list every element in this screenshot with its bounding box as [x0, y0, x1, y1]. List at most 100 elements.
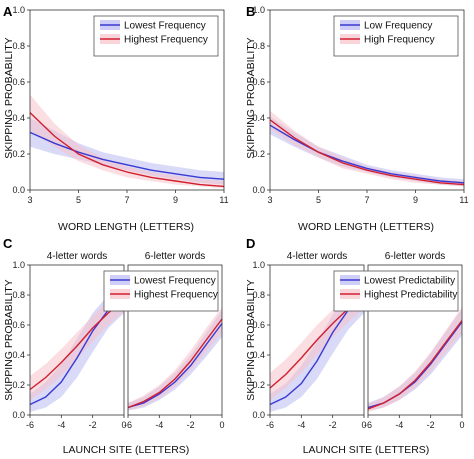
- legend-entry: Highest Frequency: [134, 290, 218, 301]
- facet-strip-label: 6-letter words: [145, 251, 206, 262]
- x-tick-label: 9: [413, 195, 418, 205]
- plot-frame: [269, 264, 365, 416]
- confidence-band-red: [270, 110, 464, 187]
- x-tick-label: -6: [364, 420, 372, 430]
- confidence-band-red: [30, 289, 124, 400]
- x-tick-label: 0: [219, 420, 224, 430]
- series-line-red: [29, 112, 225, 188]
- confidence-band-blue: [368, 308, 462, 411]
- y-tick-label: 0.4: [12, 113, 25, 123]
- panel-b: B 3 5 7 9 11 0.0 0.2 0.4 0.6 0.8 1.0 Low Frequency Hi…: [245, 4, 469, 233]
- x-axis-title: LAUNCH SITE (LETTERS): [63, 444, 190, 456]
- x-tick-label: 11: [459, 195, 468, 205]
- legend-entry: Low Frequency: [364, 21, 432, 32]
- x-tick-label: -4: [57, 420, 65, 430]
- confidence-band-red: [270, 284, 364, 400]
- plot-frame: [127, 264, 223, 416]
- x-tick-label: -4: [155, 420, 163, 430]
- y-tick-label: 0.2: [252, 149, 265, 159]
- series-line-red: [127, 318, 223, 409]
- panel-letter: C: [3, 236, 13, 251]
- y-axis-title: SKIPPING PROBABILITY: [245, 279, 257, 400]
- x-tick-label: 3: [27, 195, 32, 205]
- x-tick-label: -6: [266, 420, 274, 430]
- x-tick-label: 0: [459, 420, 464, 430]
- y-axis-title: SKIPPING PROBABILITY: [245, 37, 257, 158]
- confidence-band-red: [128, 307, 222, 411]
- x-tick-label: 5: [316, 195, 321, 205]
- series-line-red: [29, 298, 125, 391]
- confidence-band-blue: [128, 310, 222, 411]
- x-tick-label: 5: [76, 195, 81, 205]
- y-tick-label: 0.6: [12, 320, 25, 330]
- x-tick-label: -2: [329, 420, 337, 430]
- x-axis-title: WORD LENGTH (LETTERS): [58, 221, 194, 233]
- confidence-band-blue: [270, 116, 464, 187]
- y-tick-label: 0.8: [12, 290, 25, 300]
- series-line-blue: [127, 323, 223, 409]
- facet-strip-label: 6-letter words: [385, 251, 446, 262]
- x-tick-label: -2: [427, 420, 435, 430]
- y-tick-label: 0.4: [252, 113, 265, 123]
- plot-frame: [29, 264, 125, 416]
- y-tick-label: 0.2: [12, 149, 25, 159]
- y-tick-label: 0.0: [252, 410, 265, 420]
- y-tick-label: 0.8: [252, 41, 265, 51]
- confidence-band-red: [30, 94, 224, 189]
- x-tick-label: -2: [89, 420, 97, 430]
- series-line-red: [367, 320, 463, 410]
- y-axis-title: SKIPPING PROBABILITY: [3, 279, 15, 400]
- y-tick-label: 0.8: [252, 290, 265, 300]
- y-tick-label: 0.6: [12, 77, 25, 87]
- x-tick-label: 7: [364, 195, 369, 205]
- series-line-red: [269, 119, 465, 186]
- y-tick-label: 1.0: [252, 5, 265, 15]
- y-tick-label: 1.0: [12, 5, 25, 15]
- x-tick-label: -6: [26, 420, 34, 430]
- x-tick-label: 9: [173, 195, 178, 205]
- x-tick-label: 3: [267, 195, 272, 205]
- y-tick-label: 1.0: [12, 260, 25, 270]
- x-tick-label: -2: [187, 420, 195, 430]
- x-tick-label: 0: [361, 420, 366, 430]
- legend-entry: Lowest Frequency: [124, 21, 206, 32]
- x-tick-label: 0: [121, 420, 126, 430]
- legend-entry: Highest Predictability: [364, 290, 457, 301]
- legend-entry: High Frequency: [364, 35, 435, 46]
- panel-c: C 4-letter words -6 -4 -2 0 0.0 0.2 0.4 0.6 0.8 1.0…: [3, 236, 225, 456]
- y-tick-label: 0.8: [12, 41, 25, 51]
- panel-a: A 3 5 7 9 11 0.0 0.2 0.4 0.6 0.8 1.0 Lowest Frequenc…: [3, 4, 229, 233]
- y-tick-label: 0.6: [252, 77, 265, 87]
- y-axis-title: SKIPPING PROBABILITY: [3, 37, 15, 158]
- plot-frame: [367, 264, 463, 416]
- legend-entry: Highest Frequency: [124, 35, 208, 46]
- y-tick-label: 0.4: [252, 350, 265, 360]
- facet-strip-label: 4-letter words: [287, 251, 348, 262]
- confidence-band-red: [368, 307, 462, 412]
- y-tick-label: 0.0: [12, 185, 25, 195]
- y-tick-label: 1.0: [252, 260, 265, 270]
- x-tick-label: 11: [219, 195, 228, 205]
- legend-entry: Lowest Frequency: [134, 276, 216, 287]
- panel-letter: A: [3, 4, 13, 19]
- panel-d: D 4-letter words -6 -4 -2 0 0.0 0.2 0.4 0.6 0.8 1.0…: [245, 236, 465, 456]
- confidence-band-blue: [30, 118, 224, 185]
- x-tick-label: 7: [124, 195, 129, 205]
- facet-strip-label: 4-letter words: [47, 251, 108, 262]
- y-tick-label: 0.0: [12, 410, 25, 420]
- panel-letter: D: [246, 236, 255, 251]
- series-line-blue: [269, 124, 465, 184]
- series-line-blue: [29, 131, 225, 180]
- x-tick-label: -4: [297, 420, 305, 430]
- y-tick-label: 0.0: [252, 185, 265, 195]
- y-tick-label: 0.2: [252, 380, 265, 390]
- y-tick-label: 0.4: [12, 350, 25, 360]
- x-axis-title: WORD LENGTH (LETTERS): [298, 221, 434, 233]
- x-axis-title: LAUNCH SITE (LETTERS): [303, 444, 430, 456]
- legend-entry: Lowest Predictability: [364, 276, 455, 287]
- x-tick-label: -6: [124, 420, 132, 430]
- panel-letter: B: [246, 4, 255, 19]
- y-tick-label: 0.2: [12, 380, 25, 390]
- y-tick-label: 0.6: [252, 320, 265, 330]
